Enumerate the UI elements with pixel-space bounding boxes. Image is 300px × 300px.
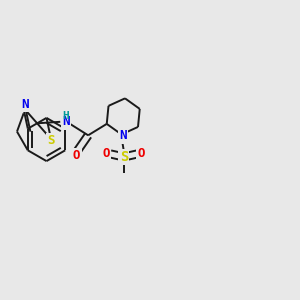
Text: S: S bbox=[47, 134, 55, 147]
Text: N: N bbox=[62, 115, 69, 128]
Text: H: H bbox=[62, 111, 69, 122]
Text: N: N bbox=[119, 129, 126, 142]
Text: O: O bbox=[73, 149, 80, 162]
Text: S: S bbox=[120, 150, 128, 164]
Text: O: O bbox=[103, 147, 110, 161]
Text: O: O bbox=[137, 147, 145, 161]
Text: N: N bbox=[21, 98, 28, 111]
